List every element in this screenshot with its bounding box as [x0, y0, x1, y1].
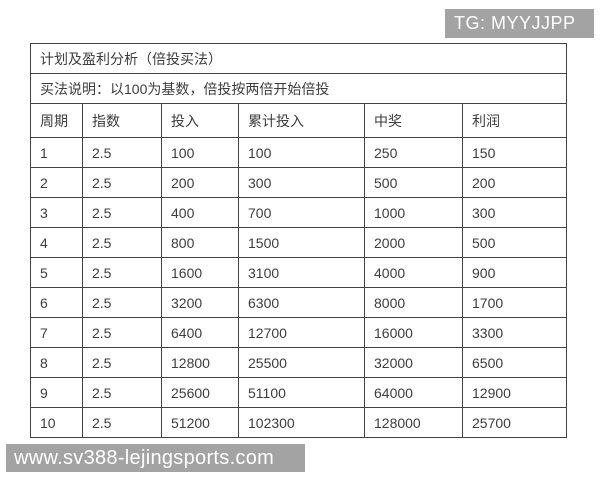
table-row: 5 2.5 1600 3100 4000 900	[30, 257, 568, 288]
table-header-row: 周期 指数 投入 累计投入 中奖 利润	[30, 103, 568, 138]
table-row: 8 2.5 12800 25500 32000 6500	[30, 347, 568, 378]
table-row: 7 2.5 6400 12700 16000 3300	[30, 317, 568, 348]
cell-cumulative: 6300	[238, 287, 365, 318]
cell-cumulative: 51100	[238, 377, 365, 408]
cell-stake: 51200	[161, 407, 239, 438]
site-url-badge: www.sv388-lejingsports.com	[6, 444, 305, 472]
cell-index: 2.5	[82, 287, 162, 318]
cell-index: 2.5	[82, 227, 162, 258]
cell-index: 2.5	[82, 197, 162, 228]
cell-winnings: 64000	[364, 377, 463, 408]
cell-stake: 200	[161, 167, 239, 198]
cell-period: 5	[30, 257, 83, 288]
cell-cumulative: 1500	[238, 227, 365, 258]
cell-index: 2.5	[82, 377, 162, 408]
cell-cumulative: 100	[238, 137, 365, 168]
cell-index: 2.5	[82, 257, 162, 288]
table-row: 1 2.5 100 100 250 150	[30, 137, 568, 168]
cell-period: 7	[30, 317, 83, 348]
cell-period: 10	[30, 407, 83, 438]
cell-profit: 25700	[461, 407, 568, 438]
cell-cumulative: 12700	[238, 317, 365, 348]
cell-cumulative: 300	[238, 167, 365, 198]
cell-profit: 6500	[461, 347, 568, 378]
cell-index: 2.5	[82, 407, 162, 438]
column-header-cumulative: 累计投入	[238, 103, 365, 138]
table-row: 6 2.5 3200 6300 8000 1700	[30, 287, 568, 318]
cell-winnings: 16000	[364, 317, 463, 348]
cell-winnings: 250	[364, 137, 463, 168]
cell-period: 6	[30, 287, 83, 318]
cell-winnings: 4000	[364, 257, 463, 288]
column-header-period: 周期	[30, 103, 83, 138]
column-header-stake: 投入	[161, 103, 239, 138]
cell-profit: 12900	[461, 377, 568, 408]
table-row: 4 2.5 800 1500 2000 500	[30, 227, 568, 258]
cell-profit: 900	[461, 257, 568, 288]
table-row: 2 2.5 200 300 500 200	[30, 167, 568, 198]
table-title-row: 计划及盈利分析（倍投买法）	[29, 43, 568, 74]
cell-stake: 400	[161, 197, 239, 228]
table-row: 10 2.5 51200 102300 128000 25700	[30, 407, 568, 438]
telegram-contact-badge: TG: MYYJJPP	[445, 9, 594, 38]
column-header-index: 指数	[82, 103, 162, 138]
profit-plan-table: 计划及盈利分析（倍投买法） 买法说明：以100为基数，倍投按两倍开始倍投 周期 …	[29, 43, 568, 438]
cell-cumulative: 3100	[238, 257, 365, 288]
cell-profit: 200	[461, 167, 568, 198]
cell-period: 3	[30, 197, 83, 228]
cell-cumulative: 102300	[238, 407, 365, 438]
cell-winnings: 2000	[364, 227, 463, 258]
table-row: 9 2.5 25600 51100 64000 12900	[30, 377, 568, 408]
cell-cumulative: 700	[238, 197, 365, 228]
cell-winnings: 1000	[364, 197, 463, 228]
table-title: 计划及盈利分析（倍投买法）	[29, 43, 568, 74]
cell-profit: 1700	[461, 287, 568, 318]
cell-profit: 300	[461, 197, 568, 228]
cell-index: 2.5	[82, 167, 162, 198]
column-header-profit: 利润	[461, 103, 568, 138]
cell-stake: 1600	[161, 257, 239, 288]
cell-period: 1	[30, 137, 83, 168]
cell-index: 2.5	[82, 137, 162, 168]
cell-stake: 6400	[161, 317, 239, 348]
cell-stake: 100	[161, 137, 239, 168]
table-description-row: 买法说明：以100为基数，倍投按两倍开始倍投	[29, 73, 568, 104]
cell-period: 4	[30, 227, 83, 258]
cell-stake: 3200	[161, 287, 239, 318]
cell-period: 9	[30, 377, 83, 408]
table-description: 买法说明：以100为基数，倍投按两倍开始倍投	[29, 73, 568, 104]
cell-profit: 150	[461, 137, 568, 168]
cell-stake: 12800	[161, 347, 239, 378]
cell-winnings: 32000	[364, 347, 463, 378]
cell-winnings: 128000	[364, 407, 463, 438]
cell-index: 2.5	[82, 317, 162, 348]
cell-winnings: 8000	[364, 287, 463, 318]
cell-stake: 800	[161, 227, 239, 258]
cell-profit: 3300	[461, 317, 568, 348]
cell-winnings: 500	[364, 167, 463, 198]
cell-period: 2	[30, 167, 83, 198]
cell-cumulative: 25500	[238, 347, 365, 378]
table-row: 3 2.5 400 700 1000 300	[30, 197, 568, 228]
cell-period: 8	[30, 347, 83, 378]
cell-stake: 25600	[161, 377, 239, 408]
cell-index: 2.5	[82, 347, 162, 378]
column-header-winnings: 中奖	[364, 103, 463, 138]
cell-profit: 500	[461, 227, 568, 258]
